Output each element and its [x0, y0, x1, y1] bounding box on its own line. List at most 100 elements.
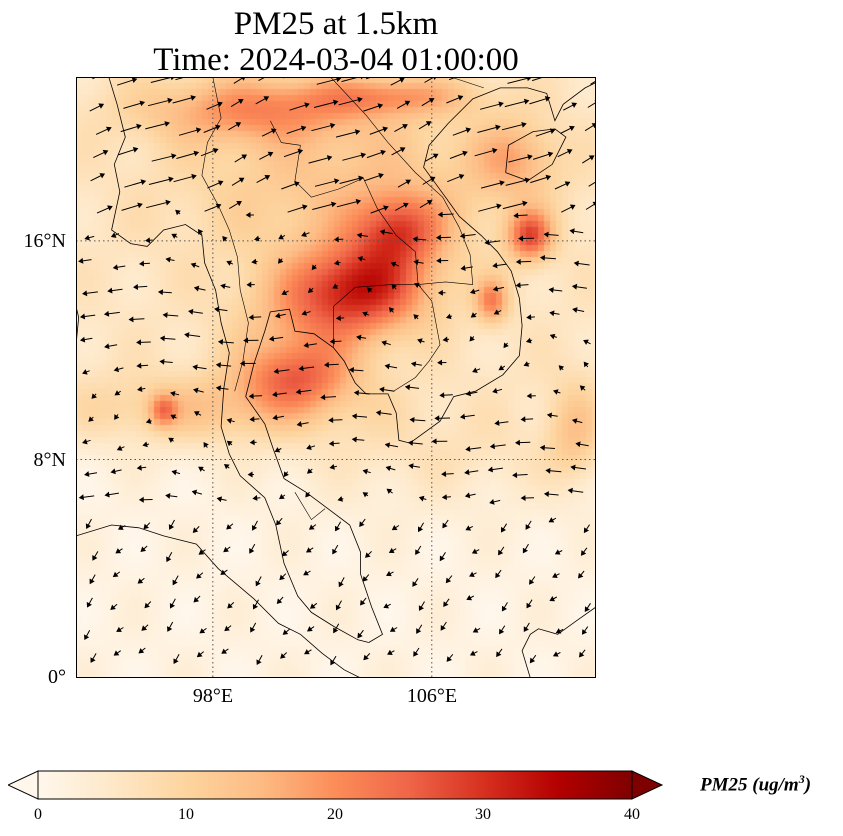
wind-arrow-head — [326, 155, 333, 161]
wind-arrow-head — [274, 447, 281, 453]
wind-arrow-head — [298, 365, 304, 372]
wind-arrow-head — [297, 148, 304, 155]
wind-arrow-head — [591, 123, 596, 129]
wind-arrow-head — [136, 464, 142, 471]
wind-arrow-head — [408, 463, 414, 470]
wind-arrow-head — [503, 342, 509, 349]
wind-arrow-head — [104, 343, 110, 350]
wind-arrow-head — [529, 579, 535, 585]
wind-arrow-head — [426, 200, 433, 206]
wind-arrow-head — [89, 578, 95, 585]
wind-arrow-head — [113, 650, 120, 656]
wind-arrow-head — [527, 154, 533, 160]
wind-arrow-head — [414, 282, 420, 289]
wind-arrow-head — [441, 494, 447, 501]
wind-arrow-head — [249, 439, 255, 446]
wind-arrow-head — [220, 283, 226, 290]
wind-arrow-head — [247, 471, 253, 478]
wind-arrow-head — [457, 95, 464, 101]
lat-label-16n: 16°N — [23, 230, 66, 252]
wind-arrow-head — [412, 581, 418, 587]
wind-arrow-head — [333, 99, 339, 106]
wind-arrow-head — [472, 627, 479, 633]
wind-arrow-head — [82, 369, 88, 375]
wind-arrow-head — [515, 258, 521, 265]
wind-arrow-head — [143, 523, 149, 530]
wind-arrow-head — [212, 147, 219, 154]
wind-arrow-head — [267, 151, 274, 158]
wind-arrow-head — [137, 202, 143, 209]
wind-arrow-head — [351, 413, 357, 420]
wind-arrow-head — [410, 361, 417, 368]
wind-arrow-head — [328, 417, 334, 424]
country-border — [201, 77, 249, 392]
wind-arrow-head — [388, 547, 395, 554]
wind-arrow-head — [128, 316, 134, 323]
wind-arrow-head — [399, 147, 406, 153]
wind-arrow-head — [413, 650, 419, 657]
wind-arrow-head — [280, 653, 286, 659]
wind-arrow-head — [104, 491, 110, 498]
wind-arrow-head — [188, 308, 194, 315]
wind-arrow-head — [487, 466, 494, 473]
wind-arrow — [448, 77, 458, 81]
colorbar-max-extend — [631, 770, 664, 800]
wind-arrow-head — [425, 121, 432, 127]
wind-arrow — [146, 201, 171, 209]
wind-arrow-head — [139, 100, 146, 107]
wind-arrow-head — [464, 469, 470, 476]
wind-arrow-head — [583, 361, 590, 368]
wind-arrow-head — [306, 468, 313, 474]
wind-arrow-head — [136, 123, 142, 130]
wind-arrow-head — [546, 412, 553, 419]
wind-arrow-head — [375, 409, 382, 416]
wind-arrow-head — [250, 626, 256, 633]
wind-arrow-head — [501, 605, 508, 612]
wind-arrow-head — [552, 572, 558, 578]
wind-arrow-head — [583, 527, 590, 534]
map-title-variable: PM25 at 1.5km — [233, 6, 439, 42]
wind-arrow-head — [92, 555, 98, 561]
wind-arrow-head — [82, 290, 88, 297]
wind-arrow — [501, 123, 526, 131]
wind-arrow-head — [442, 336, 448, 343]
wind-arrow-head — [484, 239, 490, 246]
wind-arrow-head — [283, 471, 289, 478]
wind-arrow-head — [246, 281, 252, 288]
wind-arrow — [480, 181, 505, 189]
wind-arrow-head — [248, 393, 254, 400]
wind-arrow-head — [386, 570, 392, 577]
wind-arrow-head — [302, 204, 308, 210]
wind-arrow-head — [469, 335, 475, 342]
wind-arrow-head — [329, 464, 335, 470]
wind-arrow-head — [547, 151, 554, 158]
wind-arrow-head — [333, 236, 339, 243]
wind-arrow-head — [272, 414, 278, 421]
wind-arrow-head — [435, 234, 441, 241]
wind-arrow — [148, 178, 173, 185]
wind-arrow-head — [357, 632, 363, 639]
wind-arrow-head — [572, 307, 578, 313]
wind-arrow-head — [255, 580, 261, 587]
wind-arrow-head — [520, 416, 526, 423]
wind-arrow-head — [492, 285, 499, 292]
wind-arrow-head — [436, 257, 442, 264]
wind-arrow-head — [458, 173, 465, 180]
wind-arrow-head — [107, 287, 113, 294]
wind-arrow-head — [190, 95, 197, 101]
wind-arrow-head — [522, 200, 528, 207]
wind-arrow — [556, 77, 560, 79]
wind-arrow-head — [303, 570, 309, 576]
wind-arrow-head — [165, 256, 171, 263]
wind-arrow-head — [226, 440, 233, 447]
wind-arrow-head — [545, 467, 551, 474]
wind-arrow-head — [170, 77, 175, 81]
wind-arrow — [502, 202, 527, 210]
wind-arrow-head — [558, 365, 565, 371]
wind-arrow-head — [362, 492, 369, 498]
wind-arrow-head — [384, 363, 390, 370]
wind-arrow-head — [140, 546, 147, 552]
wind-arrow-head — [197, 229, 204, 235]
lat-label-0: 0° — [48, 666, 66, 688]
wind-arrow-head — [78, 257, 84, 264]
